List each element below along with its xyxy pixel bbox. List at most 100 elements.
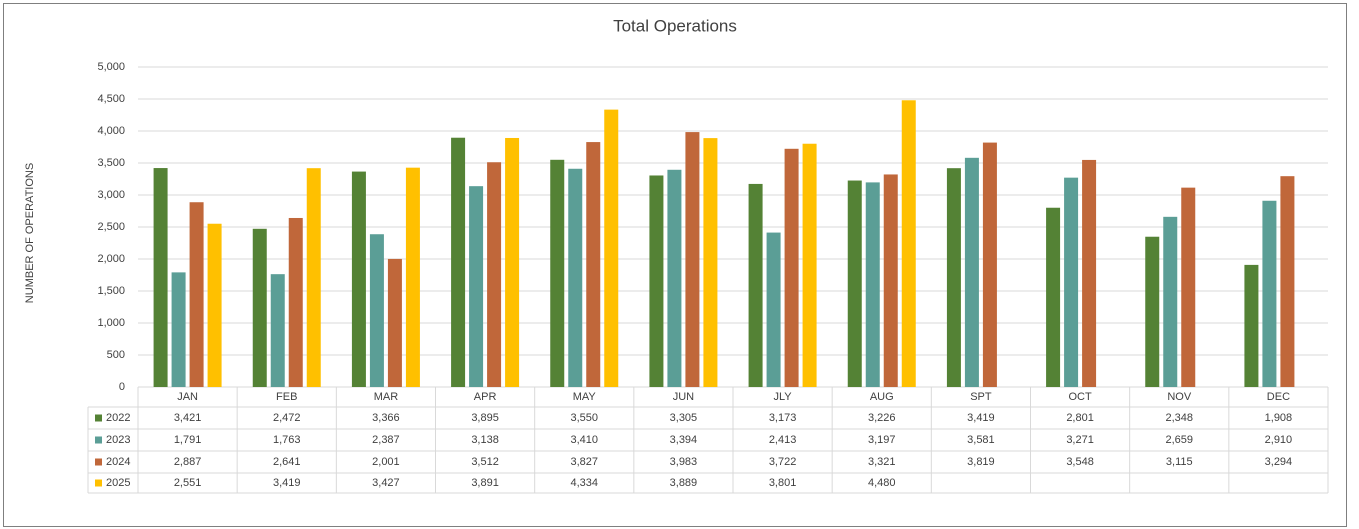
bar xyxy=(982,142,997,387)
y-tick-label: 1,000 xyxy=(97,317,125,329)
bar xyxy=(351,171,366,387)
data-label: 1,791 xyxy=(174,434,202,446)
x-tick-label: MAR xyxy=(374,391,399,403)
bar xyxy=(550,159,565,387)
bar xyxy=(802,143,817,387)
data-label: 2,801 xyxy=(1066,412,1094,424)
bar xyxy=(306,168,321,387)
data-label: 2,551 xyxy=(174,477,202,489)
bar xyxy=(865,182,880,387)
y-axis-label: NUMBER OF OPERATIONS xyxy=(24,163,36,303)
bar xyxy=(748,183,763,387)
x-tick-label: JAN xyxy=(177,391,198,403)
data-label: 3,819 xyxy=(967,456,995,468)
bar xyxy=(1163,216,1178,387)
y-tick-label: 5,000 xyxy=(97,61,125,73)
data-label: 3,895 xyxy=(471,412,499,424)
data-label: 1,908 xyxy=(1265,412,1293,424)
data-label: 3,550 xyxy=(570,412,598,424)
bar xyxy=(189,202,204,387)
x-tick-label: SPT xyxy=(970,391,992,403)
legend-label: 2023 xyxy=(106,434,130,446)
legend-label: 2022 xyxy=(106,412,130,424)
bar xyxy=(1145,236,1160,387)
x-tick-label: MAY xyxy=(573,391,597,403)
y-tick-label: 1,500 xyxy=(97,285,125,297)
bar xyxy=(703,138,718,387)
data-label: 2,641 xyxy=(273,456,301,468)
data-label: 3,226 xyxy=(868,412,896,424)
bar xyxy=(604,109,619,388)
bar xyxy=(847,180,862,387)
x-tick-label: JUN xyxy=(673,391,694,403)
y-tick-label: 4,500 xyxy=(97,93,125,105)
bar xyxy=(469,186,484,387)
bar xyxy=(1082,159,1097,387)
data-label: 3,889 xyxy=(670,477,698,489)
bar xyxy=(270,274,285,387)
legend-key xyxy=(95,414,102,422)
bar xyxy=(946,168,961,387)
y-tick-label: 3,500 xyxy=(97,157,125,169)
data-label: 3,271 xyxy=(1066,434,1094,446)
x-tick-label: APR xyxy=(474,391,497,403)
data-label: 1,763 xyxy=(273,434,301,446)
bar xyxy=(1181,187,1196,387)
bar xyxy=(964,157,979,387)
data-label: 2,887 xyxy=(174,456,202,468)
data-label: 3,138 xyxy=(471,434,499,446)
bar xyxy=(153,168,168,387)
data-label: 3,410 xyxy=(570,434,598,446)
x-tick-label: AUG xyxy=(870,391,894,403)
data-label: 2,413 xyxy=(769,434,797,446)
data-label: 3,294 xyxy=(1265,456,1293,468)
bar xyxy=(784,148,799,387)
x-tick-label: OCT xyxy=(1068,391,1092,403)
bar xyxy=(667,169,682,387)
data-label: 4,480 xyxy=(868,477,896,489)
bar xyxy=(207,223,222,387)
data-label: 3,115 xyxy=(1166,456,1193,468)
bar xyxy=(171,272,186,387)
data-label: 3,173 xyxy=(769,412,797,424)
bar xyxy=(369,234,384,387)
legend-key xyxy=(95,458,102,466)
data-label: 3,722 xyxy=(769,456,797,468)
bar xyxy=(487,162,502,387)
data-label: 3,305 xyxy=(670,412,698,424)
bar xyxy=(288,217,303,387)
data-label: 3,801 xyxy=(769,477,797,489)
y-tick-label: 2,000 xyxy=(97,253,125,265)
bar xyxy=(766,232,781,387)
y-tick-label: 2,500 xyxy=(97,221,125,233)
y-tick-label: 500 xyxy=(107,349,125,361)
chart-title: Total Operations xyxy=(613,16,737,35)
bar xyxy=(505,137,520,387)
data-label: 4,334 xyxy=(570,477,598,489)
data-label: 3,427 xyxy=(372,477,400,489)
data-label: 2,659 xyxy=(1165,434,1193,446)
data-label: 3,419 xyxy=(273,477,301,489)
y-tick-label: 0 xyxy=(119,381,125,393)
x-tick-label: JLY xyxy=(774,391,793,403)
bar xyxy=(568,168,583,387)
legend-key xyxy=(95,479,102,487)
data-label: 3,581 xyxy=(967,434,995,446)
data-label: 2,348 xyxy=(1165,412,1193,424)
data-label: 3,512 xyxy=(471,456,499,468)
data-label: 2,387 xyxy=(372,434,400,446)
legend-label: 2025 xyxy=(106,477,130,489)
legend-key xyxy=(95,436,102,444)
data-label: 2,001 xyxy=(372,456,400,468)
x-tick-label: DEC xyxy=(1267,391,1290,403)
data-label: 2,472 xyxy=(273,412,301,424)
x-tick-label: NOV xyxy=(1167,391,1192,403)
data-label: 3,548 xyxy=(1066,456,1094,468)
y-tick-label: 4,000 xyxy=(97,125,125,137)
bar xyxy=(1244,264,1259,387)
bar xyxy=(586,142,601,387)
data-label: 3,394 xyxy=(670,434,698,446)
bar xyxy=(901,100,916,387)
bar xyxy=(1064,177,1079,387)
